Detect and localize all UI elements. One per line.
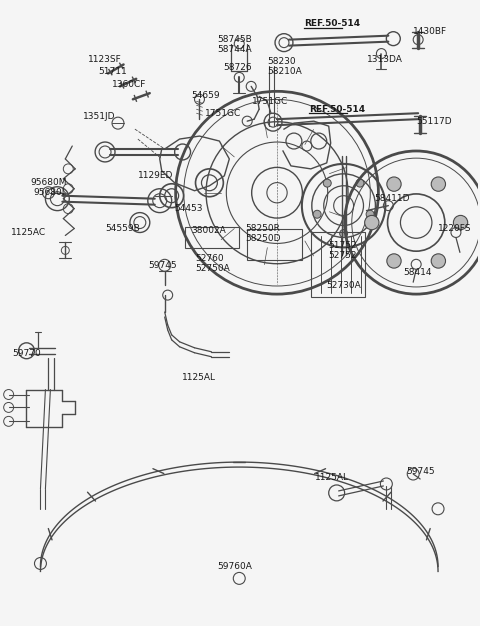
Text: 58726: 58726 <box>223 63 252 72</box>
Circle shape <box>387 254 401 268</box>
Text: 58744A: 58744A <box>217 45 252 54</box>
Circle shape <box>366 210 374 218</box>
Text: 59770: 59770 <box>12 349 41 358</box>
Text: 59745: 59745 <box>148 261 177 270</box>
Text: 1351JD: 1351JD <box>83 111 116 121</box>
Text: 58411D: 58411D <box>374 194 410 203</box>
Text: 51752: 51752 <box>329 241 357 250</box>
Circle shape <box>387 177 401 192</box>
Text: 1123SF: 1123SF <box>88 55 122 64</box>
Text: 95680M: 95680M <box>31 178 67 187</box>
Text: 58250R: 58250R <box>245 224 280 233</box>
Text: 52730A: 52730A <box>327 280 361 290</box>
Circle shape <box>431 254 445 268</box>
Text: 1313DA: 1313DA <box>366 55 402 64</box>
Text: 51711: 51711 <box>98 67 127 76</box>
Circle shape <box>356 179 364 187</box>
Text: 1125AL: 1125AL <box>181 373 216 382</box>
Text: 38002A: 38002A <box>192 226 226 235</box>
Text: 1125AC: 1125AC <box>11 228 46 237</box>
Text: 59760A: 59760A <box>217 562 252 571</box>
Circle shape <box>340 230 348 237</box>
Text: 58210A: 58210A <box>267 67 302 76</box>
Text: 1125AL: 1125AL <box>315 473 349 481</box>
Text: REF.50-514: REF.50-514 <box>304 19 360 28</box>
Text: 58745B: 58745B <box>217 35 252 44</box>
Text: 54559B: 54559B <box>105 224 140 233</box>
Text: 54659: 54659 <box>192 91 220 100</box>
Circle shape <box>324 179 331 187</box>
Text: 52750A: 52750A <box>195 264 230 273</box>
Text: 54453: 54453 <box>175 204 203 213</box>
Text: 59745: 59745 <box>406 466 435 476</box>
Text: 58230: 58230 <box>267 57 296 66</box>
Circle shape <box>454 215 468 230</box>
Circle shape <box>313 210 321 218</box>
Text: 52752: 52752 <box>329 251 357 260</box>
Text: 1430BF: 1430BF <box>413 27 447 36</box>
Text: 58414: 58414 <box>403 268 432 277</box>
Text: REF.50-514: REF.50-514 <box>309 105 365 114</box>
Text: 58250D: 58250D <box>245 234 281 243</box>
Text: 52760: 52760 <box>195 254 224 263</box>
Text: 1751GC: 1751GC <box>204 109 240 118</box>
Circle shape <box>365 215 379 230</box>
Text: 1360CF: 1360CF <box>112 80 146 89</box>
Text: 95680L: 95680L <box>34 188 67 197</box>
Text: 1751GC: 1751GC <box>252 97 288 106</box>
Text: 1129ED: 1129ED <box>138 172 173 180</box>
Circle shape <box>431 177 445 192</box>
Text: 55117D: 55117D <box>416 116 452 126</box>
Text: 1220FS: 1220FS <box>438 224 471 233</box>
